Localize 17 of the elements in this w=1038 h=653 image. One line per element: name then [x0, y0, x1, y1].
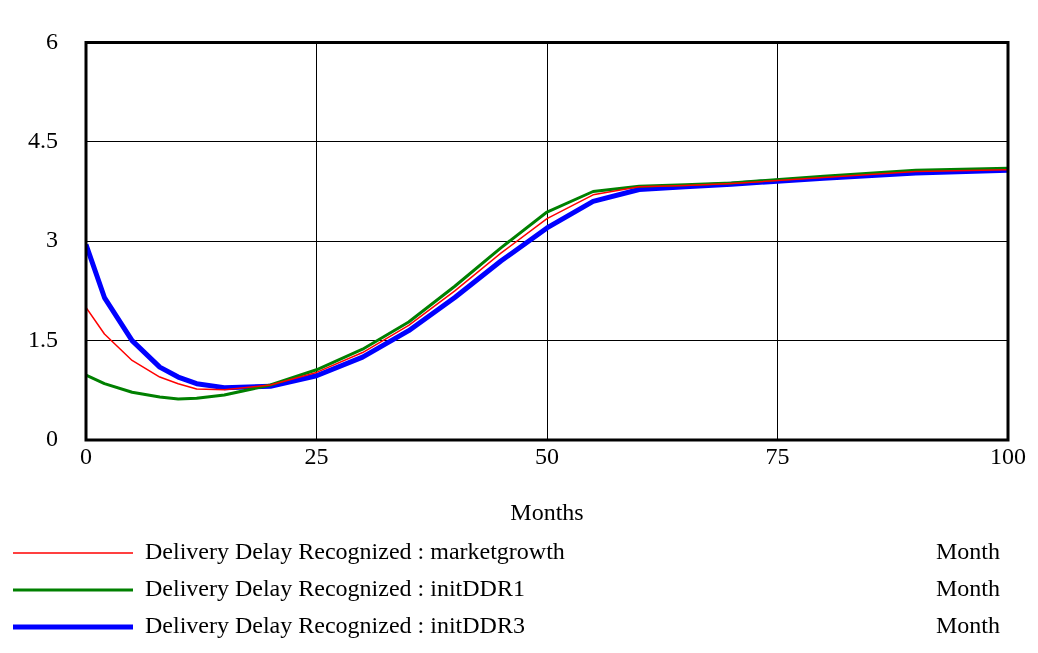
legend-label: Delivery Delay Recognized : marketgrowth	[145, 538, 565, 565]
legend-label: Delivery Delay Recognized : initDDR1	[145, 575, 525, 602]
y-tick-label: 0	[46, 425, 58, 452]
x-tick-label: 75	[765, 442, 790, 469]
x-tick-label: 100	[990, 442, 1026, 469]
text: Month	[936, 575, 1001, 602]
y-tick-label: 4.5	[28, 127, 58, 154]
text: Month	[936, 538, 1001, 565]
text: Month	[936, 612, 1001, 639]
y-tick-label: 3	[46, 226, 58, 253]
legend-label: Delivery Delay Recognized : initDDR3	[145, 612, 525, 639]
x-tick-label: 0	[80, 442, 92, 469]
x-tick-label: 50	[535, 442, 559, 469]
x-axis-title: Months	[510, 498, 584, 525]
x-tick-label: 25	[304, 442, 329, 469]
y-tick-label: 1.5	[28, 325, 58, 352]
y-tick-label: 6	[46, 27, 58, 54]
